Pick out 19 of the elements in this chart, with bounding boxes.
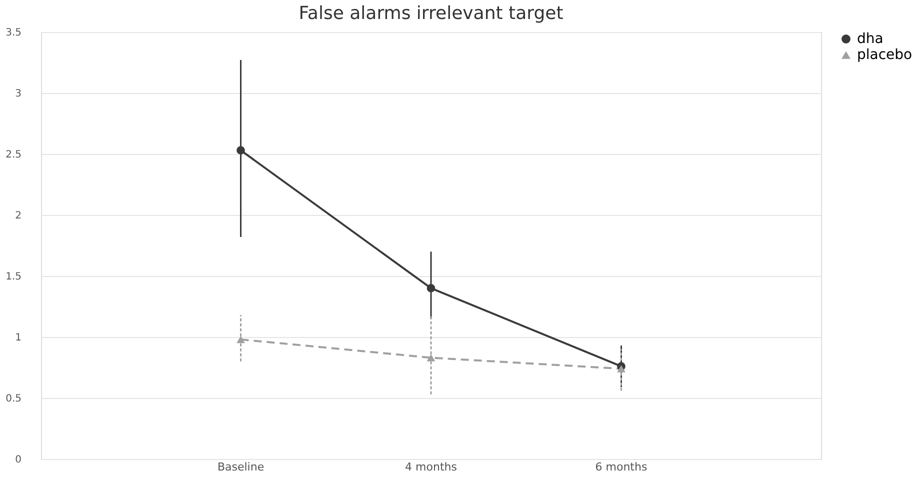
x-tick-label: 4 months (405, 460, 458, 474)
point (426, 284, 436, 292)
point (236, 336, 245, 344)
point (236, 146, 245, 155)
y-tick-label: 0 (15, 454, 22, 466)
y-tick-label: 3.5 (6, 28, 22, 38)
y-tick-label: 2 (15, 210, 22, 222)
point (617, 365, 626, 372)
point (426, 354, 436, 362)
y-tick-label: 0.5 (6, 394, 22, 404)
y-tick-label: 2.5 (6, 150, 22, 160)
legend-label: placebo (857, 47, 912, 63)
x-tick-label: Baseline (217, 460, 264, 474)
x-tick-label: 6 months (595, 460, 648, 474)
legend-label: dha (857, 31, 884, 47)
chart-title: False alarms irrelevant target (298, 3, 564, 24)
y-tick-label: 1.5 (6, 272, 22, 282)
y-tick-label: 3 (15, 88, 22, 100)
y-tick-label: 1 (15, 332, 22, 344)
